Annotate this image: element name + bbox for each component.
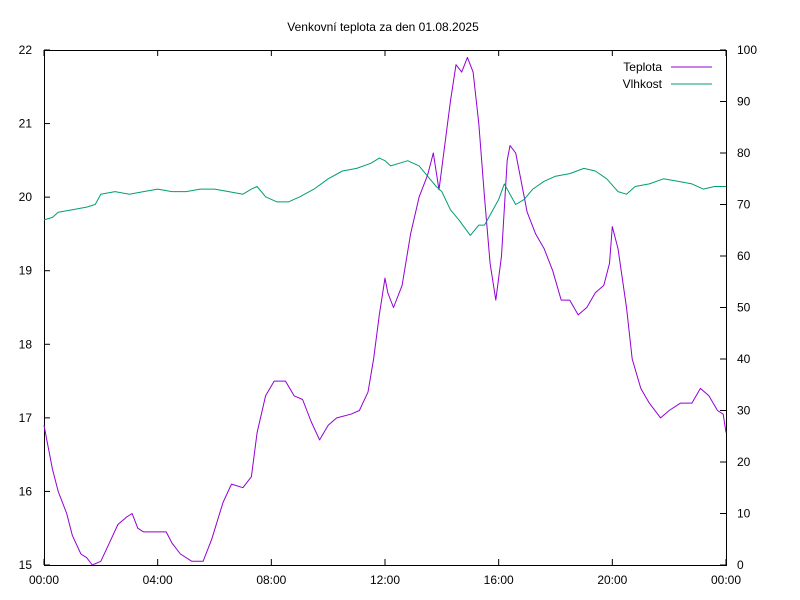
- chart-title: Venkovní teplota za den 01.08.2025: [287, 20, 479, 34]
- y2-tick-label: 20: [737, 455, 751, 469]
- series-layer: [43, 56, 727, 566]
- y-tick-label: 20: [19, 190, 33, 204]
- legend: Teplota Vlhkost: [623, 60, 712, 91]
- legend-label-vlhkost: Vlhkost: [623, 77, 663, 91]
- y-tick-label: 16: [19, 484, 33, 498]
- plot-area-frame: [44, 50, 727, 566]
- x-tick-label: 16:00: [484, 573, 514, 587]
- y2-tick-label: 90: [737, 95, 751, 109]
- series-line-vlhkost: [43, 157, 726, 236]
- y2-tick-label: 80: [737, 146, 751, 160]
- y2-tick-label: 40: [737, 352, 751, 366]
- x-tick-label: 20:00: [597, 573, 627, 587]
- x-tick-label: 00:00: [29, 573, 59, 587]
- x-tick-label: 08:00: [256, 573, 286, 587]
- y-tick-label: 18: [19, 337, 33, 351]
- x-tick-label: 04:00: [143, 573, 173, 587]
- x-axis: 00:00 04:00 08:00 12:00 16:00 20:00 00:00: [29, 50, 741, 587]
- y2-tick-label: 70: [737, 198, 751, 212]
- legend-label-teplota: Teplota: [623, 60, 662, 74]
- y-tick-label: 22: [19, 43, 33, 57]
- y2-tick-label: 60: [737, 249, 751, 263]
- y-tick-label: 21: [19, 117, 33, 131]
- x-tick-label: 12:00: [370, 573, 400, 587]
- y2-tick-label: 10: [737, 507, 751, 521]
- y2-tick-label: 50: [737, 301, 751, 315]
- y-tick-label: 15: [19, 558, 33, 572]
- series-line-teplota: [43, 56, 727, 566]
- y-axis-left: 15 16 17 18 19 20 21 22: [19, 43, 50, 572]
- y-axis-right: 0 10 20 30 40 50 60 70 80 90 100: [720, 43, 757, 572]
- x-tick-label: 00:00: [711, 573, 741, 587]
- y-tick-label: 19: [19, 264, 33, 278]
- y2-tick-label: 30: [737, 404, 751, 418]
- y2-tick-label: 100: [737, 43, 757, 57]
- y2-tick-label: 0: [737, 558, 744, 572]
- y-tick-label: 17: [19, 411, 33, 425]
